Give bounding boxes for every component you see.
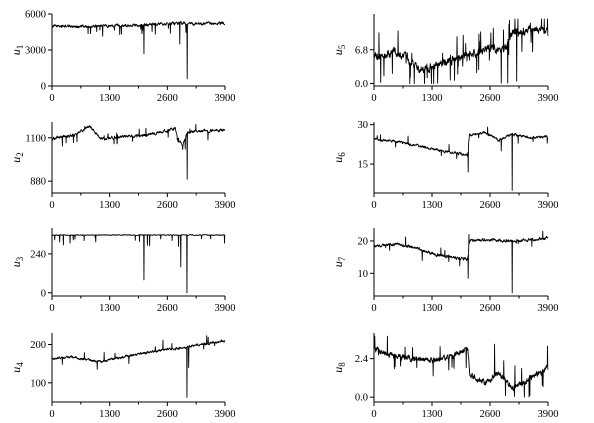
x-tick-label: 2600 (157, 303, 178, 314)
x-tick-label: 2600 (480, 93, 501, 104)
x-tick-label: 1300 (99, 200, 120, 211)
series-line-u6 (373, 126, 549, 191)
x-tick-label: 0 (49, 303, 54, 314)
y-tick-label: 0 (41, 82, 46, 93)
series-line-u7 (373, 230, 549, 294)
y-tick-label: 100 (30, 378, 46, 389)
y-axis-label: u2 (9, 152, 25, 163)
x-tick-label: 1300 (99, 93, 120, 104)
panel-u7: 0 1300 2600 3900 10 20 u7 (331, 228, 559, 314)
y-tick-label: 10 (358, 269, 369, 280)
x-tick-label: 3900 (538, 93, 559, 104)
y-tick-label: 2.4 (355, 354, 369, 365)
x-tick-label: 2600 (157, 200, 178, 211)
x-tick-label: 3900 (215, 93, 236, 104)
x-tick-label: 1300 (422, 409, 443, 420)
y-tick-label: 240 (30, 249, 46, 260)
y-tick-label: 0.0 (355, 79, 368, 90)
x-tick-label: 2600 (157, 93, 178, 104)
x-tick-label: 2600 (480, 409, 501, 420)
x-tick-label: 0 (49, 93, 54, 104)
y-tick-label: 880 (30, 177, 46, 188)
panel-u6: 0 1300 2600 3900 15 30 u6 (331, 120, 559, 211)
x-tick-label: 2600 (480, 200, 501, 211)
y-axis-label: u8 (331, 362, 347, 373)
x-tick-label: 3900 (538, 303, 559, 314)
y-tick-label: 200 (30, 340, 46, 351)
panel-u1: 0 1300 2600 3900 0 3000 6000 u1 (9, 10, 236, 105)
x-tick-label: 2600 (157, 409, 178, 420)
y-tick-label: 20 (358, 236, 369, 247)
y-tick-label: 3000 (25, 46, 46, 57)
x-tick-label: 0 (49, 200, 54, 211)
series-line-u1 (51, 21, 226, 80)
panel-u8: 0 1300 2600 3900 0.0 2.4 u8 (331, 333, 559, 420)
y-tick-label: 0.0 (355, 393, 368, 404)
panel-u3: 0 1300 2600 3900 0 240 u3 (9, 228, 236, 314)
panel-u5: 0 1300 2600 3900 0.0 6.8 u5 (331, 14, 559, 104)
panel-u4: 0 1300 2600 3900 100 200 u4 (9, 333, 236, 420)
y-tick-label: 1100 (25, 133, 46, 144)
series-line-u2 (51, 124, 226, 180)
y-tick-label: 6000 (25, 10, 46, 21)
x-tick-label: 3900 (215, 303, 236, 314)
y-tick-label: 0 (41, 288, 46, 299)
x-tick-label: 0 (371, 93, 376, 104)
x-tick-label: 1300 (422, 200, 443, 211)
x-tick-label: 0 (371, 200, 376, 211)
x-tick-label: 0 (49, 409, 54, 420)
x-tick-label: 3900 (215, 409, 236, 420)
y-axis-label: u6 (331, 152, 347, 163)
x-tick-label: 3900 (538, 200, 559, 211)
y-axis-label: u7 (331, 256, 347, 267)
y-axis-label: u1 (9, 45, 25, 56)
y-axis-label: u4 (9, 362, 25, 373)
y-tick-label: 6.8 (355, 45, 368, 56)
x-tick-label: 0 (371, 409, 376, 420)
x-tick-label: 1300 (422, 93, 443, 104)
y-axis-label: u3 (9, 256, 25, 267)
x-tick-label: 1300 (99, 303, 120, 314)
x-tick-label: 0 (371, 303, 376, 314)
x-tick-label: 3900 (538, 409, 559, 420)
x-tick-label: 1300 (99, 409, 120, 420)
series-line-u4 (51, 335, 226, 398)
x-tick-label: 1300 (422, 303, 443, 314)
y-axis-label: u5 (331, 44, 347, 55)
y-tick-label: 30 (358, 120, 369, 131)
x-tick-label: 3900 (215, 200, 236, 211)
series-line-u8 (373, 335, 549, 398)
y-tick-label: 15 (358, 160, 369, 171)
series-line-u5 (373, 18, 549, 84)
series-line-u3 (51, 234, 226, 294)
x-tick-label: 2600 (480, 303, 501, 314)
